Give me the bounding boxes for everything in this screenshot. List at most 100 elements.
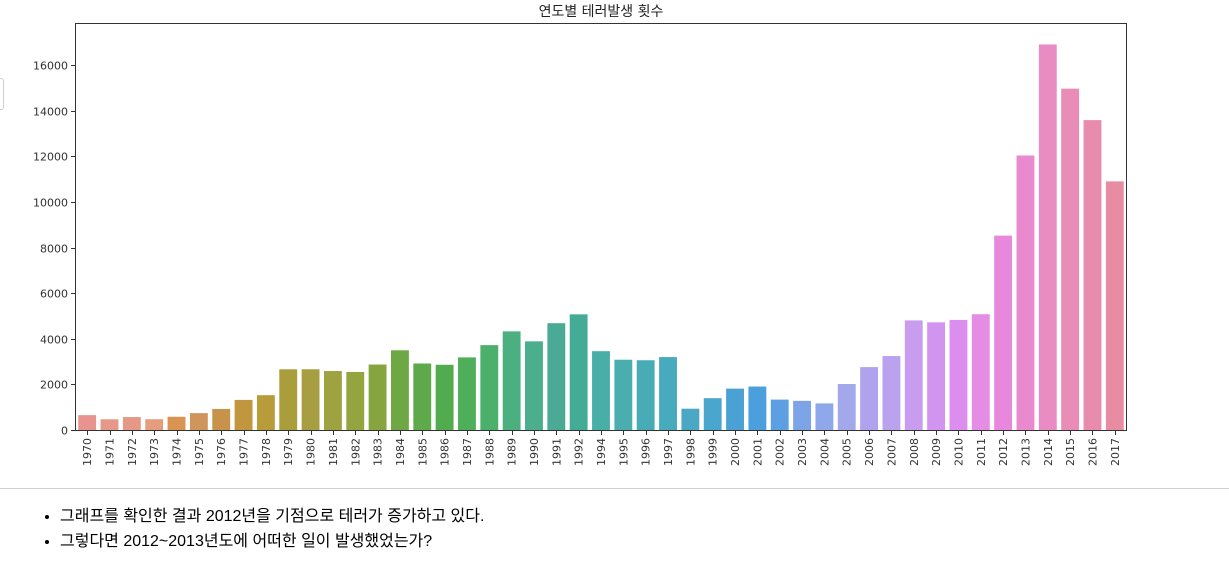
y-tick-label: 12000 — [33, 151, 68, 164]
x-tick-label: 1983 — [372, 438, 385, 466]
x-tick-label: 1986 — [439, 438, 452, 466]
x-tick-label: 2003 — [796, 438, 809, 466]
bar-1996 — [636, 360, 655, 430]
bar-1980 — [301, 369, 320, 430]
bar-2012 — [994, 235, 1013, 430]
x-tick-label: 1994 — [595, 438, 608, 466]
x-tick-label: 2010 — [952, 438, 965, 466]
bar-2004 — [815, 403, 834, 430]
bar-1984 — [391, 350, 409, 430]
x-tick-label: 1979 — [282, 438, 295, 466]
x-tick-label: 1971 — [104, 438, 117, 466]
x-tick-label: 2005 — [841, 438, 854, 466]
x-tick-label: 2002 — [774, 438, 787, 466]
y-tick-label: 14000 — [33, 106, 68, 119]
bar-2014 — [1038, 44, 1057, 431]
bar-2001 — [748, 386, 767, 430]
x-tick-label: 2009 — [930, 438, 943, 466]
x-tick-label: 1975 — [193, 438, 206, 466]
x-tick-label: 1997 — [662, 438, 675, 466]
x-tick-label: 1992 — [573, 438, 586, 466]
notes-list: 그래프를 확인한 결과 2012년을 기점으로 테러가 증가하고 있다. 그렇다… — [38, 504, 484, 554]
bar-1981 — [323, 371, 342, 430]
bar-1970 — [78, 415, 97, 430]
y-tick-label: 6000 — [40, 288, 68, 301]
y-tick-label: 2000 — [40, 379, 68, 392]
x-tick-label: 1974 — [171, 438, 184, 466]
bar-1985 — [413, 363, 432, 430]
x-tick-label: 2008 — [908, 438, 921, 466]
x-tick-label: 1982 — [349, 438, 362, 466]
bar-2016 — [1083, 120, 1102, 430]
bar-2010 — [949, 319, 968, 430]
x-tick-label: 2016 — [1086, 438, 1099, 466]
y-tick-label: 16000 — [33, 60, 68, 73]
bar-chart: 연도별 테러발생 횟수 0 2000 4000 6000 8000 10000 12000 1… — [33, 4, 1127, 466]
note-item-1: 그래프를 확인한 결과 2012년을 기점으로 테러가 증가하고 있다. — [60, 504, 484, 529]
bar-1972 — [122, 417, 141, 430]
bar-2015 — [1061, 88, 1080, 430]
x-tick-label: 1980 — [305, 438, 318, 466]
x-tick-label: 1991 — [550, 438, 563, 466]
chart-area: 연도별 테러발생 횟수 0 2000 4000 6000 8000 10000 12000 1… — [33, 4, 1127, 466]
bar-1986 — [435, 364, 454, 430]
x-tick-label: 2011 — [975, 438, 988, 466]
x-tick-label: 1984 — [394, 438, 407, 466]
bar-1994 — [592, 351, 610, 430]
bar-series — [78, 44, 1124, 431]
bar-1990 — [525, 341, 543, 430]
bar-1971 — [100, 419, 119, 430]
bar-1978 — [256, 395, 275, 430]
x-tick-label: 2004 — [818, 438, 831, 466]
bar-1982 — [346, 371, 365, 430]
bar-1999 — [703, 398, 722, 430]
x-tick-label: 2000 — [729, 438, 742, 466]
x-tick-label: 1977 — [238, 438, 251, 466]
x-axis: 1970 1971 1972 1973 1974 1975 1976 1977 1978 1979… — [81, 430, 1122, 466]
y-tick-label: 8000 — [40, 243, 68, 256]
bar-2006 — [860, 367, 879, 430]
x-tick-label: 1990 — [528, 438, 541, 466]
bar-1991 — [547, 323, 566, 430]
bar-2005 — [837, 383, 856, 430]
section-divider — [0, 488, 1229, 489]
bar-2013 — [1016, 155, 1035, 430]
x-tick-label: 1987 — [461, 438, 474, 466]
bar-2009 — [927, 322, 946, 430]
x-tick-label: 2001 — [751, 438, 764, 466]
x-tick-label: 2007 — [885, 438, 898, 466]
note-item-2: 그렇다면 2012~2013년도에 어떠한 일이 발생했었는가? — [60, 529, 484, 554]
x-tick-label: 2017 — [1109, 438, 1122, 466]
bar-1995 — [614, 359, 633, 430]
x-tick-label: 2014 — [1042, 438, 1055, 466]
bar-2011 — [971, 314, 990, 430]
collapse-handle[interactable] — [0, 78, 4, 110]
x-tick-label: 1972 — [126, 438, 139, 466]
bar-1988 — [480, 345, 499, 430]
x-tick-label: 2013 — [1019, 438, 1032, 466]
x-tick-label: 1985 — [416, 438, 429, 466]
x-tick-label: 1996 — [640, 438, 653, 466]
bar-1989 — [502, 331, 521, 430]
y-axis: 0 2000 4000 6000 8000 10000 12000 14000 16000 — [33, 60, 76, 438]
x-tick-label: 1989 — [506, 438, 519, 466]
bar-2003 — [793, 400, 811, 430]
x-tick-label: 1973 — [148, 438, 161, 466]
x-tick-label: 1970 — [81, 438, 94, 466]
bar-2002 — [770, 399, 789, 430]
x-tick-label: 1981 — [327, 438, 340, 466]
chart-title: 연도별 테러발생 횟수 — [539, 4, 664, 20]
bar-2007 — [882, 356, 901, 430]
bar-1976 — [212, 408, 231, 430]
bar-1992 — [569, 314, 588, 430]
x-tick-label: 1998 — [684, 438, 697, 466]
bar-2000 — [726, 388, 744, 430]
bar-1983 — [368, 364, 387, 430]
bar-1977 — [234, 399, 253, 430]
x-tick-label: 2012 — [997, 438, 1010, 466]
bar-1997 — [659, 357, 677, 430]
x-tick-label: 1978 — [260, 438, 273, 466]
x-tick-label: 1976 — [215, 438, 228, 466]
bar-1979 — [279, 369, 298, 430]
bar-1973 — [145, 419, 164, 430]
